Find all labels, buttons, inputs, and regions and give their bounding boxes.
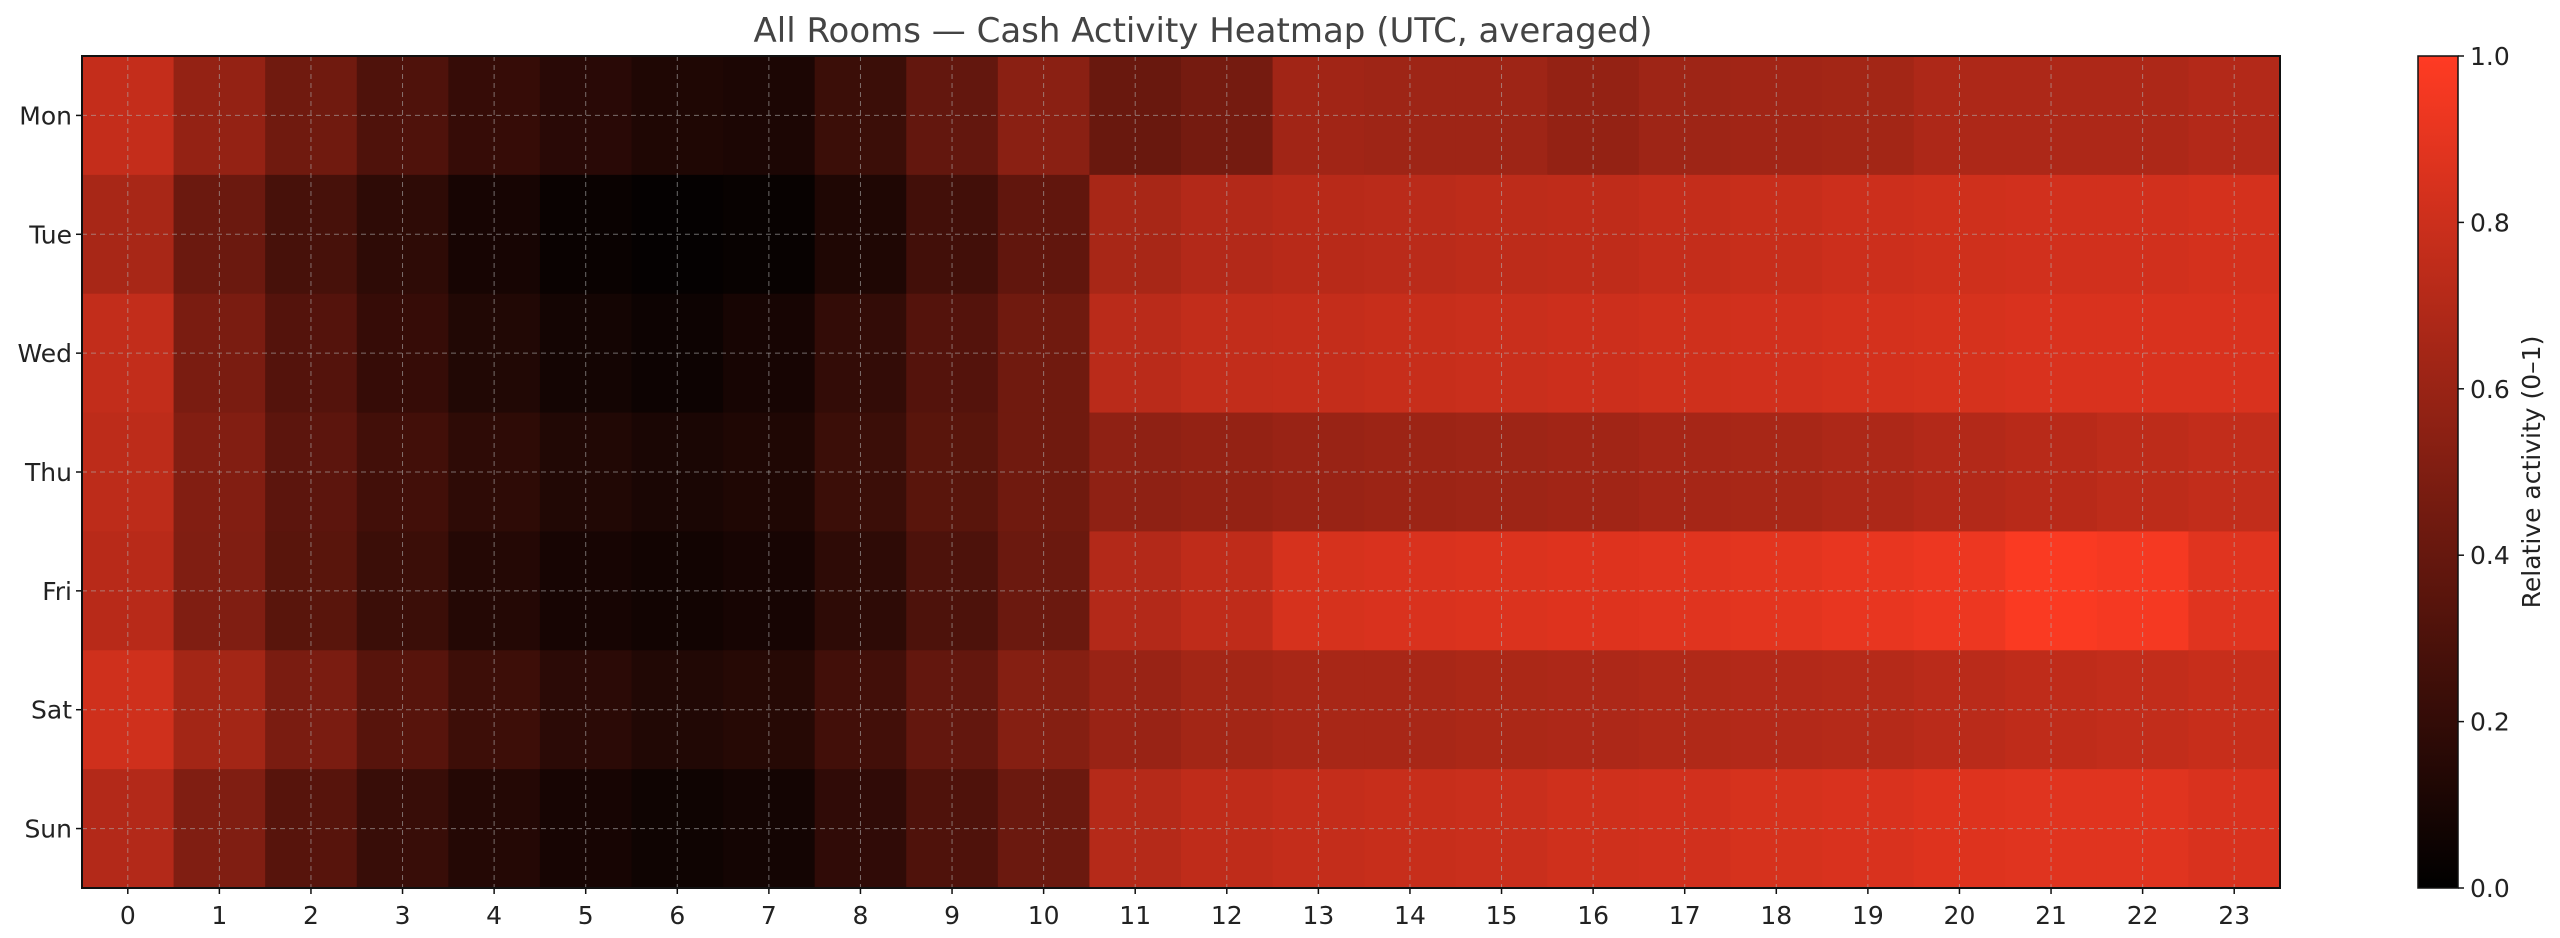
colorbar-tick-label: 0.6 — [2470, 375, 2510, 404]
gridlines — [82, 56, 2280, 888]
x-tick-label: 1 — [211, 901, 227, 930]
x-tick-label: 20 — [1944, 901, 1976, 930]
x-tick-label: 4 — [486, 901, 502, 930]
x-tick-label: 7 — [761, 901, 777, 930]
x-tick-label: 10 — [1028, 901, 1060, 930]
x-tick-label: 9 — [944, 901, 960, 930]
x-tick-label: 5 — [578, 901, 594, 930]
x-tick-label: 18 — [1760, 901, 1792, 930]
x-axis-ticks: 0 1 2 3 4 5 6 7 8 9 10 11 12 13 14 15 16 17 18 19 20 21 22 23 — [120, 888, 2250, 930]
y-axis-ticks: Mon Tue Wed Thu Fri Sat Sun — [17, 101, 82, 844]
colorbar-gradient — [2417, 55, 2459, 889]
x-tick-label: 21 — [2035, 901, 2067, 930]
colorbar-tick-label: 0.4 — [2470, 541, 2510, 570]
x-tick-label: 13 — [1302, 901, 1334, 930]
y-tick-label: Wed — [17, 339, 72, 368]
x-tick-label: 15 — [1486, 901, 1518, 930]
y-tick-label: Sun — [24, 815, 72, 844]
x-tick-label: 12 — [1211, 901, 1243, 930]
x-tick-label: 0 — [120, 901, 136, 930]
colorbar: 0.0 0.2 0.4 0.6 0.8 1.0 Relative activity (0–… — [2417, 42, 2546, 903]
colorbar-tick-label: 0.0 — [2470, 874, 2510, 903]
x-tick-label: 14 — [1394, 901, 1426, 930]
x-tick-label: 17 — [1669, 901, 1701, 930]
y-tick-label: Mon — [19, 101, 72, 130]
y-tick-label: Tue — [28, 220, 72, 249]
x-tick-label: 19 — [1852, 901, 1884, 930]
x-tick-label: 23 — [2218, 901, 2250, 930]
x-tick-label: 6 — [669, 901, 685, 930]
chart-title: All Rooms — Cash Activity Heatmap (UTC, … — [753, 11, 1652, 51]
x-tick-label: 2 — [303, 901, 319, 930]
colorbar-tick-label: 0.8 — [2470, 208, 2510, 237]
colorbar-tick-label: 1.0 — [2470, 42, 2510, 71]
x-tick-label: 11 — [1119, 901, 1151, 930]
y-tick-label: Sat — [31, 696, 72, 725]
colorbar-ticks: 0.0 0.2 0.4 0.6 0.8 1.0 — [2458, 42, 2510, 903]
x-tick-label: 8 — [853, 901, 869, 930]
x-tick-label: 22 — [2127, 901, 2159, 930]
y-tick-label: Fri — [42, 577, 72, 606]
colorbar-tick-label: 0.2 — [2470, 708, 2510, 737]
y-tick-label: Thu — [24, 458, 72, 487]
x-tick-label: 16 — [1577, 901, 1609, 930]
colorbar-label: Relative activity (0–1) — [2517, 336, 2546, 609]
x-tick-label: 3 — [395, 901, 411, 930]
